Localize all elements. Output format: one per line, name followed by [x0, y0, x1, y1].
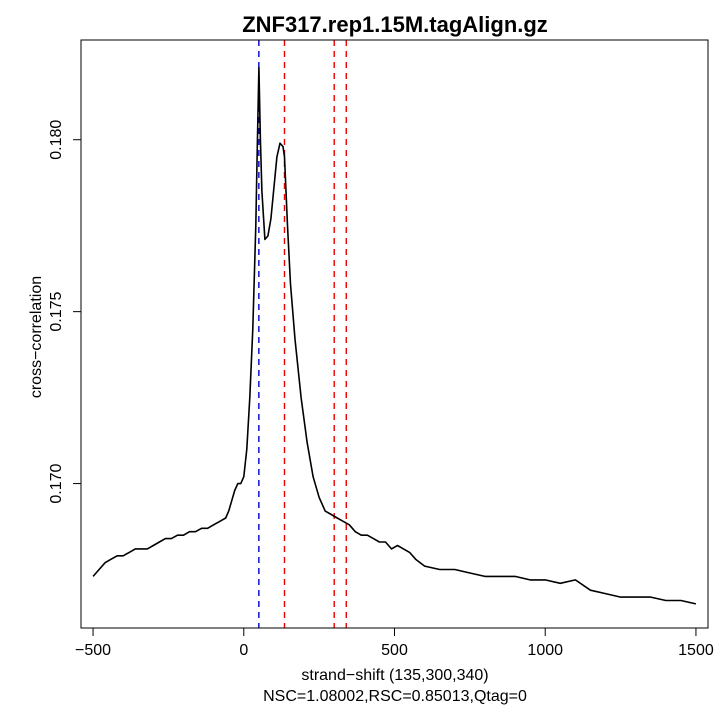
chart-subtitle: NSC=1.08002,RSC=0.85013,Qtag=0: [263, 688, 527, 705]
x-tick-label: 1000: [527, 642, 563, 659]
x-tick-label: 0: [239, 642, 248, 659]
x-axis-label: strand−shift (135,300,340): [301, 667, 488, 684]
x-axis: −500 0 500 1000 1500: [75, 628, 714, 659]
x-tick-label: −500: [75, 642, 111, 659]
y-tick-label: 0.170: [48, 463, 65, 503]
y-axis-label: cross−correlation: [28, 276, 45, 398]
series-line-0: [92, 66, 697, 605]
series-layer: [92, 66, 697, 605]
chart-title: ZNF317.rep1.15M.tagAlign.gz: [242, 12, 548, 37]
y-tick-label: 0.175: [48, 291, 65, 331]
x-tick-label: 1500: [678, 642, 714, 659]
reference-lines: [258, 40, 347, 628]
y-axis: 0.170 0.175 0.180: [48, 120, 81, 504]
plot-frame: [80, 39, 709, 629]
y-tick-label: 0.180: [48, 120, 65, 160]
x-tick-label: 500: [381, 642, 408, 659]
